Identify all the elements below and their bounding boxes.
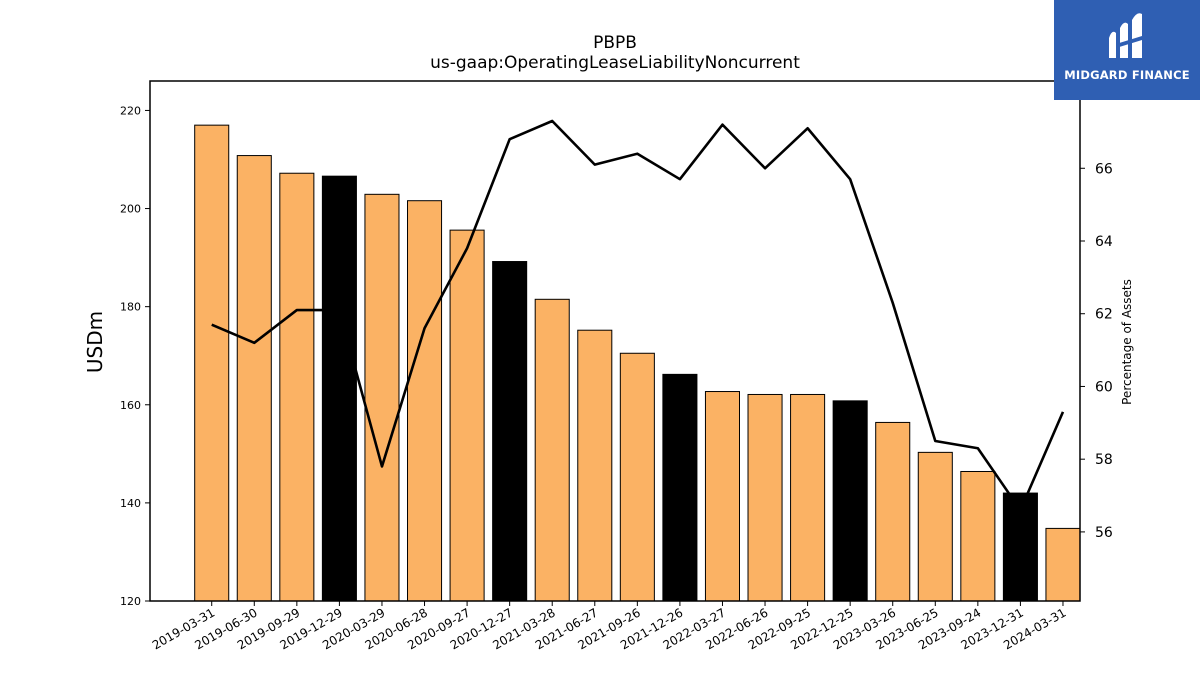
bar bbox=[364, 193, 400, 602]
y-tick-label: 220 bbox=[120, 104, 141, 117]
y2-axis-label: Percentage of Assets bbox=[1120, 279, 1134, 405]
left-y-axis-ticks: 120 140 160 180 200 220 bbox=[120, 104, 150, 608]
plot-frame bbox=[149, 80, 1081, 602]
bar bbox=[194, 124, 230, 602]
bar bbox=[747, 393, 783, 602]
bar bbox=[875, 421, 911, 602]
bar bbox=[534, 298, 570, 602]
y2-tick-label: 66 bbox=[1095, 161, 1113, 177]
chart-title: PBPB bbox=[593, 33, 637, 53]
bar bbox=[662, 373, 698, 602]
midgard-finance-logo: MIDGARD FINANCE bbox=[1054, 0, 1200, 100]
bar bbox=[449, 229, 485, 602]
y-axis-label: USDm bbox=[83, 311, 107, 373]
y2-tick-label: 62 bbox=[1095, 307, 1113, 323]
y2-tick-label: 56 bbox=[1095, 525, 1113, 541]
bar bbox=[619, 352, 655, 602]
bar bbox=[577, 329, 613, 602]
bar bbox=[279, 172, 315, 602]
line-series bbox=[211, 119, 1065, 512]
logo-text: MIDGARD FINANCE bbox=[1064, 68, 1190, 82]
axes bbox=[149, 80, 1081, 602]
y2-tick-label: 58 bbox=[1095, 452, 1113, 468]
y-tick-label: 120 bbox=[120, 595, 141, 608]
bar bbox=[1045, 527, 1081, 602]
bar-series bbox=[194, 124, 1081, 602]
y2-tick-label: 64 bbox=[1095, 234, 1113, 250]
bar bbox=[832, 400, 868, 602]
logo-mark-icon bbox=[1109, 13, 1142, 59]
y2-tick-label: 60 bbox=[1095, 379, 1113, 395]
y-tick-label: 180 bbox=[120, 301, 141, 314]
y-tick-label: 160 bbox=[120, 399, 141, 412]
y-tick-label: 140 bbox=[120, 497, 141, 510]
bar bbox=[960, 470, 996, 602]
series-line bbox=[211, 119, 1065, 512]
bar bbox=[321, 175, 357, 602]
bar bbox=[236, 155, 272, 602]
bar bbox=[407, 200, 443, 602]
bar bbox=[704, 391, 741, 602]
y-tick-label: 200 bbox=[120, 203, 141, 216]
bar bbox=[790, 393, 826, 602]
right-y-axis-ticks: 56 58 60 62 64 66 bbox=[1080, 161, 1113, 541]
x-axis-ticks: 2019-03-312019-06-302019-09-292019-12-29… bbox=[150, 601, 1068, 652]
bar bbox=[492, 261, 528, 602]
bar bbox=[917, 451, 953, 602]
chart-subtitle: us-gaap:OperatingLeaseLiabilityNoncurren… bbox=[430, 53, 800, 73]
